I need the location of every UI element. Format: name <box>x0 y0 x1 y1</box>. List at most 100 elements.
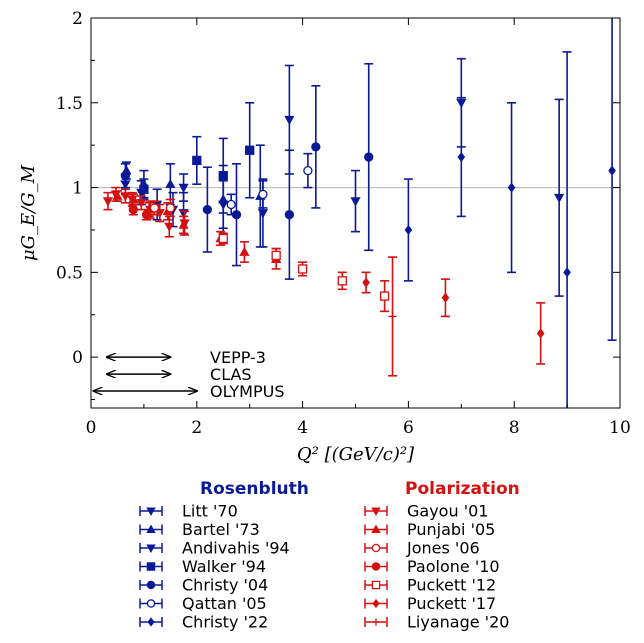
marker-tri-down <box>136 198 147 209</box>
x-tick-label: 6 <box>403 418 414 438</box>
legend-label: Bartel '73 <box>182 520 260 539</box>
legend-label: Andivahis '94 <box>182 539 290 558</box>
series-puckett-17 <box>361 271 546 365</box>
legend-heading: Rosenbluth <box>200 479 309 499</box>
data-point <box>536 302 546 365</box>
legend-item: Puckett '12 <box>364 576 496 595</box>
marker-diamond <box>372 598 380 609</box>
marker-diamond <box>147 617 155 627</box>
data-point <box>178 173 189 202</box>
legend-heading: Polarization <box>405 479 520 499</box>
marker-circle <box>311 142 321 152</box>
marker-square-open <box>379 291 390 301</box>
series-paolone-10 <box>128 203 152 221</box>
legend-label: Liyanage '20 <box>407 613 509 632</box>
legend-item: Andivahis '94 <box>139 539 290 558</box>
marker-square-open <box>297 264 308 274</box>
data-point <box>231 163 242 267</box>
marker-tri-down <box>284 115 295 126</box>
data-point <box>607 18 617 341</box>
data-point <box>257 178 269 248</box>
series-liyanage-20 <box>388 256 398 377</box>
legend-item: Gayou '01 <box>364 502 488 521</box>
marker-diamond <box>507 182 516 193</box>
legend-label: Puckett '12 <box>407 576 496 595</box>
marker-circle-open <box>371 543 381 553</box>
legend-label: Christy '22 <box>182 613 268 632</box>
data-point <box>388 256 398 377</box>
marker-tri-down <box>350 197 361 207</box>
data-point <box>311 85 321 209</box>
data-point <box>120 188 131 204</box>
data-point <box>440 278 450 318</box>
marker-square-open <box>218 233 228 244</box>
data-point <box>218 232 228 245</box>
marker-tri-up <box>146 524 156 534</box>
marker-diamond <box>536 328 545 339</box>
legend-item: Walker '94 <box>139 557 266 576</box>
marker-tri-up <box>239 246 250 256</box>
marker-tri-down <box>120 192 131 202</box>
data-point <box>136 195 147 211</box>
legend-item: Christy '22 <box>139 613 268 632</box>
data-point <box>379 280 390 313</box>
legend-label: Gayou '01 <box>407 502 488 521</box>
y-tick-label: 2 <box>72 9 83 29</box>
marker-diamond <box>404 224 413 236</box>
marker-square <box>192 155 202 166</box>
x-tick-label: 10 <box>609 418 631 438</box>
legend-label: Jones '06 <box>406 539 480 558</box>
legend-item: Paolone '10 <box>364 557 500 576</box>
marker-diamond <box>441 292 450 303</box>
x-axis-label: Q² [(GeV/c)²] <box>297 444 415 465</box>
legend-item: Punjabi '05 <box>364 520 495 539</box>
legend-label: Walker '94 <box>182 557 266 576</box>
data-point <box>128 203 138 216</box>
legend-item: Puckett '17 <box>364 594 496 613</box>
marker-plus <box>388 312 397 321</box>
data-point <box>350 169 361 233</box>
legend-item: Litt '70 <box>139 502 238 521</box>
data-point <box>297 261 308 277</box>
data-point <box>303 152 313 189</box>
marker-square <box>139 184 149 194</box>
marker-diamond <box>608 165 616 176</box>
marker-circle-open <box>303 165 313 176</box>
data-point <box>192 135 202 185</box>
series-puckett-12 <box>218 232 390 313</box>
data-point <box>258 179 268 209</box>
data-point <box>141 208 152 221</box>
series-jones-06 <box>149 198 176 218</box>
marker-diamond <box>457 151 466 163</box>
range-label: OLYMPUS <box>210 382 284 401</box>
x-tick-label: 8 <box>509 418 520 438</box>
data-point <box>120 163 131 189</box>
marker-square <box>218 171 228 181</box>
legend-item: Qattan '05 <box>139 594 267 613</box>
legend-label: Christy '04 <box>182 576 268 595</box>
range-label: CLAS <box>210 365 252 384</box>
data-point <box>284 149 295 280</box>
marker-tri-up <box>112 190 123 200</box>
marker-circle-open <box>258 189 268 199</box>
marker-circle-open <box>146 599 156 608</box>
legend-item: Bartel '73 <box>139 520 260 539</box>
marker-square <box>245 145 255 155</box>
data-point <box>337 271 347 291</box>
marker-diamond <box>362 277 370 288</box>
range-label: VEPP-3 <box>210 348 266 367</box>
marker-tri-down <box>164 222 175 232</box>
marker-tri-down <box>146 544 156 553</box>
data-point <box>226 193 236 216</box>
data-point <box>239 241 250 263</box>
x-tick-label: 4 <box>297 418 308 438</box>
series-qattan-05 <box>226 152 313 216</box>
y-axis-label: μG_E/G_M <box>18 164 39 261</box>
marker-tri-up <box>371 524 381 534</box>
data-point <box>562 51 572 408</box>
marker-circle <box>364 152 374 162</box>
legend-item: Jones '06 <box>364 539 480 558</box>
marker-tri-down <box>178 183 189 193</box>
